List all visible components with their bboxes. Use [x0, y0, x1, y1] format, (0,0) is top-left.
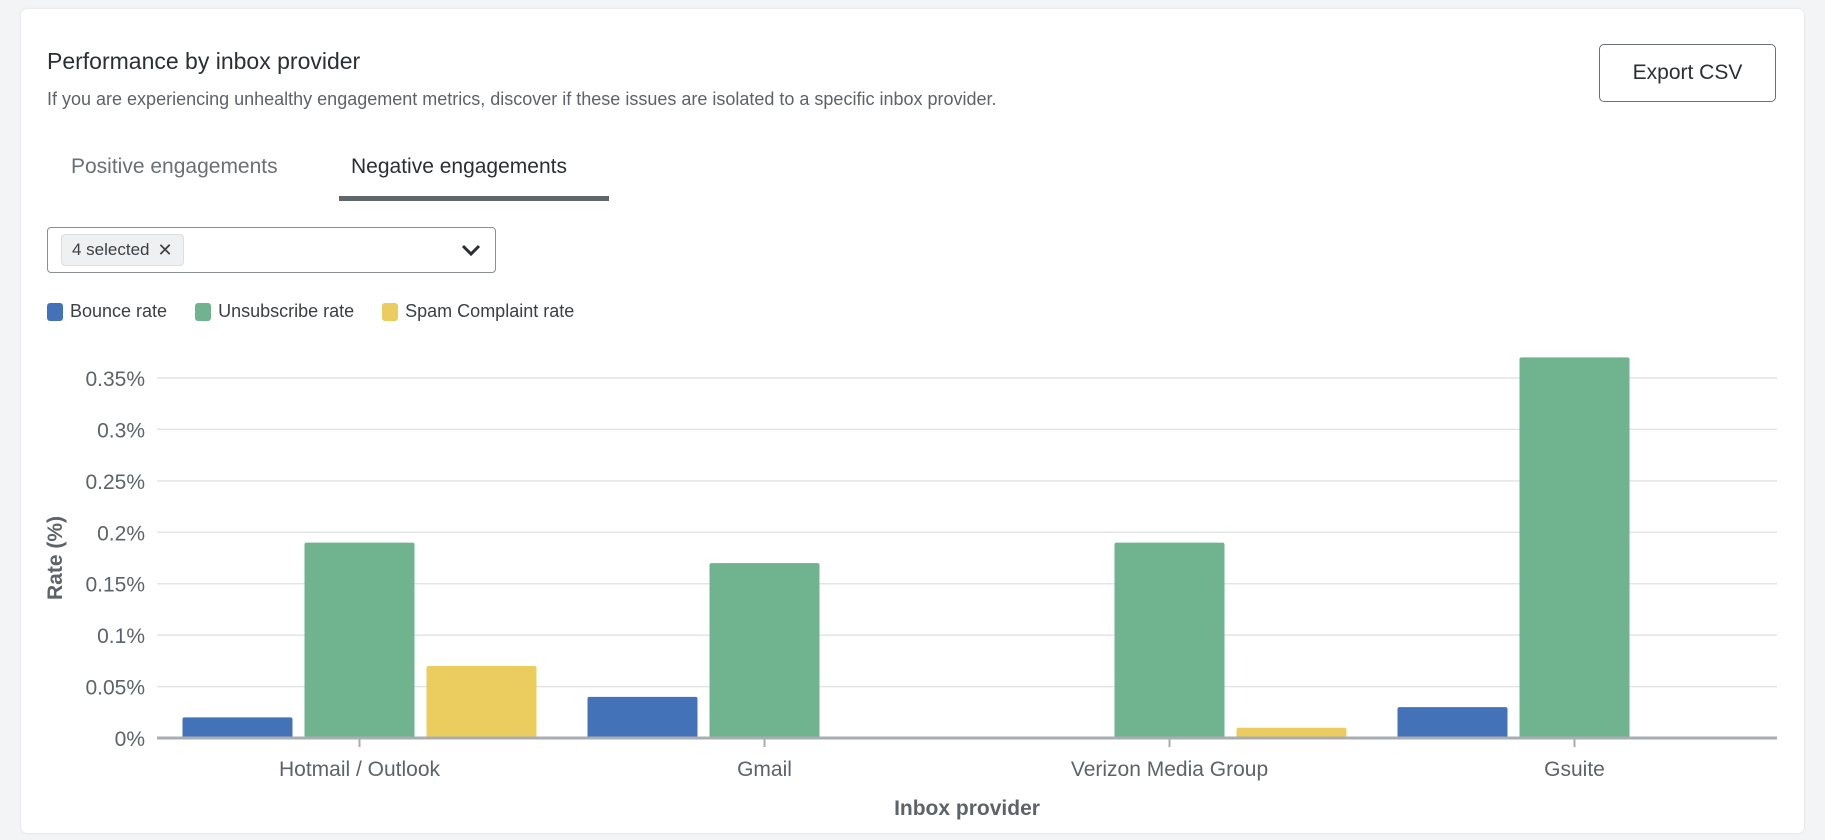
tab-positive-engagements[interactable]: Positive engagements [71, 155, 278, 178]
bar [304, 542, 415, 738]
bar [1397, 707, 1508, 738]
bar [587, 696, 698, 738]
active-tab-indicator [339, 196, 609, 201]
tab-negative-engagements[interactable]: Negative engagements [351, 155, 567, 178]
selected-chip: 4 selected ✕ [61, 234, 184, 266]
metrics-multiselect[interactable]: 4 selected ✕ [47, 227, 496, 273]
x-axis-title: Inbox provider [894, 797, 1040, 820]
legend-item-unsubscribe[interactable]: Unsubscribe rate [195, 301, 354, 322]
bar [182, 717, 293, 738]
y-tick-label: 0.05% [85, 677, 145, 700]
close-icon[interactable]: ✕ [157, 239, 173, 260]
legend-label: Spam Complaint rate [405, 301, 575, 321]
export-csv-button[interactable]: Export CSV [1599, 44, 1776, 102]
x-tick-label: Hotmail / Outlook [279, 758, 441, 781]
legend-swatch [195, 302, 212, 321]
card-title: Performance by inbox provider [47, 48, 361, 74]
y-tick-label: 0% [115, 728, 145, 751]
legend-swatch [382, 302, 399, 321]
y-tick-label: 0.15% [85, 574, 145, 597]
chart-legend: Bounce rate Unsubscribe rate Spam Compla… [47, 301, 574, 322]
y-axis-title: Rate (%) [44, 516, 67, 600]
bar [426, 666, 537, 738]
card-subtitle: If you are experiencing unhealthy engage… [47, 89, 997, 109]
bar [1236, 727, 1347, 738]
y-tick-label: 0.35% [85, 368, 145, 391]
legend-swatch [47, 302, 63, 321]
legend-label: Unsubscribe rate [218, 301, 355, 321]
legend-label: Bounce rate [70, 301, 168, 321]
legend-item-bounce[interactable]: Bounce rate [47, 301, 167, 322]
y-tick-label: 0.2% [97, 522, 145, 545]
x-tick-label: Gsuite [1544, 758, 1605, 781]
x-tick-label: Verizon Media Group [1071, 758, 1268, 781]
bar [1114, 542, 1225, 738]
chevron-down-icon[interactable] [459, 238, 483, 262]
legend-item-spam[interactable]: Spam Complaint rate [382, 301, 574, 322]
y-tick-label: 0.25% [85, 471, 145, 494]
bar [1519, 357, 1630, 738]
bar [709, 563, 820, 738]
y-tick-label: 0.1% [97, 625, 145, 648]
y-tick-label: 0.3% [97, 419, 145, 442]
chip-label: 4 selected [72, 240, 150, 259]
x-tick-label: Gmail [737, 758, 792, 781]
